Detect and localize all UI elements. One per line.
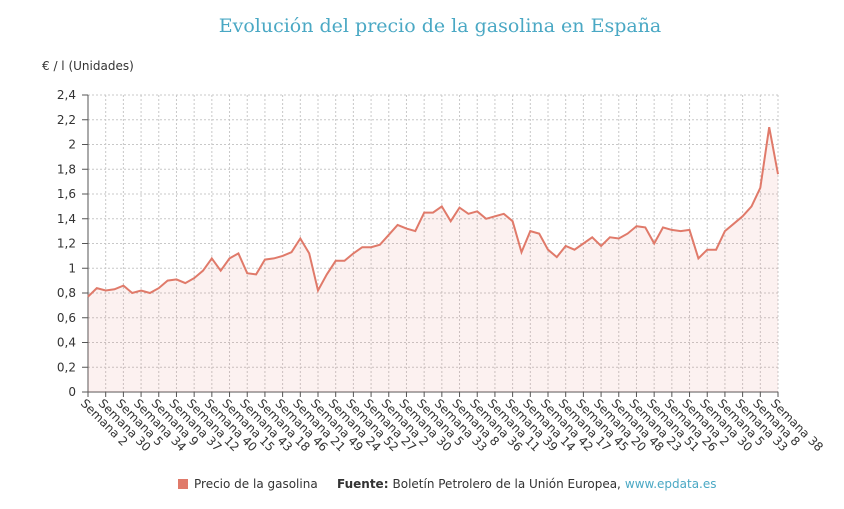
y-tick-label: 1,6: [57, 187, 76, 201]
y-axis-label: € / l (Unidades): [42, 59, 134, 73]
y-tick-label: 1: [68, 261, 76, 275]
legend-swatch: [178, 479, 188, 489]
source: Fuente: Boletín Petrolero de la Unión Eur…: [337, 477, 717, 491]
y-tick-label: 1,8: [57, 162, 76, 176]
y-tick-label: 0,4: [57, 336, 76, 350]
y-tick-label: 1,2: [57, 237, 76, 251]
y-tick-label: 0,8: [57, 286, 76, 300]
y-tick-label: 0,2: [57, 360, 76, 374]
legend-label: Precio de la gasolina: [194, 477, 318, 491]
y-tick-label: 0: [68, 385, 76, 399]
source-text: Boletín Petrolero de la Unión Europea,: [393, 477, 621, 491]
y-tick-label: 0,6: [57, 311, 76, 325]
y-tick-label: 2,2: [57, 113, 76, 127]
y-tick-label: 1,4: [57, 212, 76, 226]
source-label: Fuente:: [337, 477, 389, 491]
line: [87, 127, 779, 298]
y-tick-label: 2: [68, 138, 76, 152]
y-tick-label: 2,4: [57, 88, 76, 102]
area: [88, 127, 778, 392]
chart-title: Evolución del precio de la gasolina en E…: [219, 15, 662, 37]
source-link[interactable]: www.epdata.es: [625, 477, 717, 491]
